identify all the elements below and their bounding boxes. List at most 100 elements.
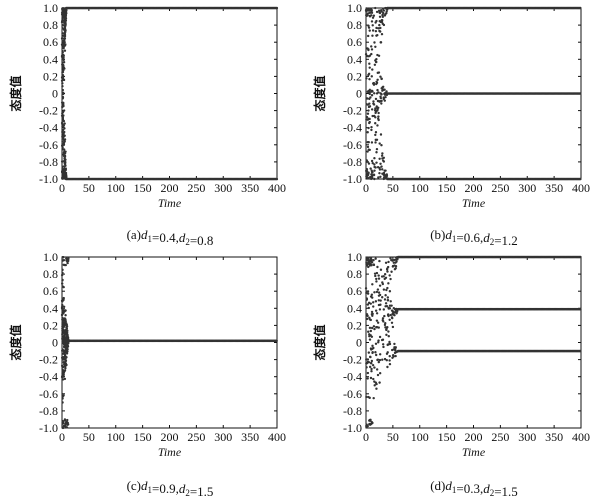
data-point <box>394 354 397 358</box>
data-point <box>62 324 66 328</box>
data-point <box>367 351 371 354</box>
y-tick-label: -0.4 <box>343 121 362 135</box>
data-point <box>365 77 368 80</box>
data-point <box>374 131 378 134</box>
data-point <box>61 137 65 140</box>
data-point <box>367 24 370 27</box>
data-point <box>61 337 64 340</box>
data-point <box>372 100 375 103</box>
data-point <box>61 46 65 49</box>
data-point <box>382 156 386 159</box>
data-point <box>61 271 64 275</box>
data-point <box>61 64 65 67</box>
data-point <box>384 326 387 329</box>
data-point <box>370 335 374 339</box>
data-point <box>65 335 69 338</box>
data-point <box>389 300 392 303</box>
x-tick-label: 200 <box>161 430 179 444</box>
data-point <box>61 285 64 288</box>
data-point <box>370 90 373 93</box>
data-point <box>367 256 370 259</box>
data-point <box>376 99 380 103</box>
data-point <box>366 292 370 295</box>
data-point <box>65 351 69 354</box>
data-point <box>64 17 68 20</box>
data-point <box>64 367 67 370</box>
data-point <box>383 298 387 301</box>
y-tick-label: -0.8 <box>39 404 58 418</box>
data-point <box>377 176 380 179</box>
data-point <box>63 167 67 170</box>
data-point <box>375 319 379 322</box>
data-point <box>369 167 372 170</box>
data-point <box>381 13 384 17</box>
data-point <box>380 154 384 157</box>
series-points <box>60 255 278 430</box>
data-point <box>60 37 64 40</box>
data-point <box>372 259 375 262</box>
data-point <box>61 256 64 259</box>
data-point <box>373 92 376 95</box>
data-point <box>371 351 374 354</box>
data-point <box>384 302 388 305</box>
data-point <box>381 7 385 10</box>
data-point <box>379 133 383 136</box>
data-point <box>370 171 374 174</box>
data-point <box>61 71 64 74</box>
data-point <box>382 320 385 323</box>
data-point <box>384 95 387 99</box>
data-point <box>369 418 372 422</box>
data-point <box>390 258 393 262</box>
data-point <box>60 43 64 46</box>
y-tick-label: -0.4 <box>39 121 58 135</box>
data-point <box>369 318 372 322</box>
data-point <box>368 62 371 65</box>
data-point <box>378 293 382 297</box>
data-point <box>367 126 370 130</box>
data-point <box>366 131 369 134</box>
x-tick-label: 50 <box>387 181 399 195</box>
data-point <box>63 130 66 134</box>
data-point <box>393 342 396 346</box>
data-point <box>64 23 67 26</box>
data-point <box>370 326 374 330</box>
y-tick-label: 0.8 <box>43 267 58 281</box>
data-point <box>380 275 384 278</box>
y-tick-label: 0.2 <box>347 69 362 83</box>
data-point <box>376 78 379 81</box>
data-point <box>377 277 381 280</box>
data-point <box>63 174 67 177</box>
data-point <box>386 365 389 369</box>
data-point <box>373 380 376 383</box>
x-tick-label: 0 <box>59 181 65 195</box>
data-point <box>366 174 369 177</box>
y-tick-label: 0.2 <box>43 318 58 332</box>
data-point <box>371 347 374 350</box>
data-point <box>388 318 391 321</box>
data-point <box>64 359 68 363</box>
data-point <box>65 331 69 335</box>
data-point <box>61 395 65 398</box>
data-point <box>61 173 65 177</box>
data-point <box>369 258 372 261</box>
data-point <box>370 310 374 314</box>
data-point <box>381 88 384 91</box>
data-point <box>371 29 375 32</box>
data-point <box>380 32 384 36</box>
data-point <box>373 41 376 44</box>
data-point <box>62 263 65 267</box>
x-tick-label: 0 <box>363 181 369 195</box>
y-tick-label: -0.6 <box>343 138 362 152</box>
data-point <box>62 335 66 338</box>
y-tick-label: 0.2 <box>347 318 362 332</box>
data-point <box>378 353 382 356</box>
data-point <box>375 138 379 141</box>
y-tick-label: -1.0 <box>39 421 58 435</box>
data-point <box>64 29 67 32</box>
panel-caption: (b)d1=0.6,d2=1.2 <box>430 227 518 248</box>
data-point <box>386 286 389 290</box>
data-point <box>370 421 374 424</box>
y-axis-label: 态度值 <box>8 324 23 360</box>
series-points <box>60 6 279 181</box>
data-point <box>367 140 370 144</box>
